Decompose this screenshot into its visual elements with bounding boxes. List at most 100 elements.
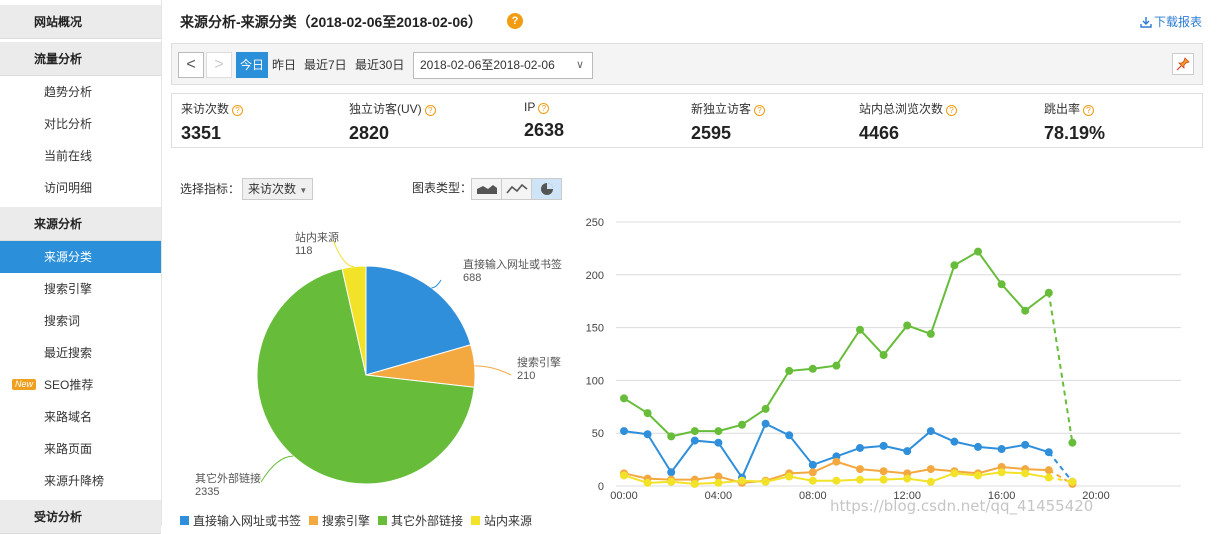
sidebar-item-7[interactable]: 来源分类 — [0, 241, 161, 273]
data-point[interactable] — [620, 394, 628, 403]
data-point[interactable] — [1044, 466, 1053, 475]
sidebar-item-9[interactable]: 搜索词 — [0, 305, 161, 337]
sidebar-item-5[interactable]: 访问明细 — [0, 172, 161, 204]
data-point[interactable] — [903, 321, 912, 330]
data-point[interactable] — [926, 477, 935, 486]
data-point[interactable] — [1021, 306, 1030, 315]
data-point[interactable] — [903, 447, 912, 456]
range-last30-button[interactable]: 最近30日 — [355, 58, 405, 72]
data-point[interactable] — [808, 364, 817, 373]
data-point[interactable] — [643, 430, 652, 439]
sidebar-section-15[interactable]: 受访分析 — [0, 500, 161, 534]
data-point[interactable] — [667, 477, 676, 486]
help-icon[interactable]: ? — [232, 105, 244, 116]
data-point[interactable] — [856, 475, 864, 484]
pie-chart-button[interactable] — [531, 178, 563, 200]
data-point[interactable] — [785, 366, 794, 375]
data-point[interactable] — [1021, 440, 1030, 449]
data-point[interactable] — [667, 468, 676, 477]
range-yesterday-button[interactable]: 昨日 — [272, 58, 297, 72]
sidebar-item-12[interactable]: 来路域名 — [0, 401, 161, 433]
data-point[interactable] — [690, 436, 699, 445]
help-icon[interactable]: ? — [946, 105, 958, 116]
data-point[interactable] — [1044, 288, 1053, 297]
data-point[interactable] — [974, 471, 982, 480]
data-point[interactable] — [643, 409, 652, 418]
sidebar-item-8[interactable]: 搜索引擎 — [0, 273, 161, 305]
pie-slice[interactable] — [256, 268, 475, 485]
data-point[interactable] — [1044, 473, 1053, 482]
data-point[interactable] — [832, 361, 841, 370]
legend-item[interactable]: 其它外部链接 — [378, 512, 463, 529]
data-point[interactable] — [1068, 477, 1077, 486]
data-point[interactable] — [808, 476, 817, 485]
legend-item[interactable]: 搜索引擎 — [309, 512, 370, 529]
data-point[interactable] — [997, 280, 1006, 289]
data-point[interactable] — [856, 325, 864, 334]
data-point[interactable] — [997, 445, 1006, 454]
indicator-select[interactable]: 来访次数 ▼ — [242, 178, 314, 200]
sidebar-section-1[interactable]: 流量分析 — [0, 42, 161, 76]
pin-icon[interactable] — [1172, 53, 1194, 75]
sidebar-section-6[interactable]: 来源分析 — [0, 207, 161, 241]
data-point[interactable] — [950, 437, 959, 446]
data-point[interactable] — [879, 475, 888, 484]
data-point[interactable] — [643, 478, 652, 487]
data-point[interactable] — [714, 478, 723, 487]
data-point[interactable] — [1068, 438, 1077, 447]
data-point[interactable] — [714, 438, 723, 447]
data-point[interactable] — [832, 476, 841, 485]
help-icon[interactable]: ? — [1083, 105, 1095, 116]
legend-item[interactable]: 直接输入网址或书签 — [180, 512, 301, 529]
next-day-button[interactable]: > — [206, 52, 232, 78]
sidebar-item-11[interactable]: New SEO推荐 — [0, 369, 161, 401]
sidebar-item-14[interactable]: 来源升降榜 — [0, 465, 161, 497]
help-icon[interactable]: ? — [424, 105, 436, 116]
pie-slice[interactable] — [365, 265, 472, 376]
data-point[interactable] — [808, 460, 817, 469]
data-point[interactable] — [903, 474, 912, 483]
data-point[interactable] — [974, 247, 982, 256]
data-point[interactable] — [714, 427, 723, 436]
date-range-select[interactable]: 2018-02-06至2018-02-06 ∨ — [413, 52, 593, 79]
data-point[interactable] — [974, 442, 982, 451]
data-point[interactable] — [738, 420, 746, 429]
sidebar-item-2[interactable]: 趋势分析 — [0, 76, 161, 108]
data-point[interactable] — [926, 465, 935, 474]
range-today-button[interactable]: 今日 — [236, 52, 268, 78]
data-point[interactable] — [690, 479, 699, 488]
data-point[interactable] — [738, 476, 746, 485]
data-point[interactable] — [997, 468, 1006, 477]
data-point[interactable] — [785, 472, 794, 481]
data-point[interactable] — [690, 427, 699, 436]
data-point[interactable] — [620, 471, 628, 480]
help-icon[interactable]: ? — [507, 13, 523, 29]
data-point[interactable] — [856, 465, 864, 474]
data-point[interactable] — [879, 441, 888, 450]
data-point[interactable] — [667, 432, 676, 441]
data-point[interactable] — [950, 469, 959, 478]
pie-slice[interactable] — [341, 265, 367, 376]
data-point[interactable] — [761, 477, 770, 486]
range-last7-button[interactable]: 最近7日 — [304, 58, 347, 72]
legend-item[interactable]: 站内来源 — [471, 512, 532, 529]
data-point[interactable] — [808, 468, 817, 477]
data-point[interactable] — [879, 467, 888, 476]
data-point[interactable] — [926, 427, 935, 436]
sidebar-item-4[interactable]: 当前在线 — [0, 140, 161, 172]
data-point[interactable] — [1021, 469, 1030, 478]
data-point[interactable] — [761, 419, 770, 428]
download-report-link[interactable]: 下载报表 — [1140, 13, 1202, 30]
sidebar-section-0[interactable]: 网站概况 — [0, 5, 161, 39]
data-point[interactable] — [714, 472, 723, 481]
prev-day-button[interactable]: < — [178, 52, 204, 78]
line-chart-button[interactable] — [501, 178, 533, 200]
data-point[interactable] — [926, 329, 935, 338]
data-point[interactable] — [1044, 448, 1053, 457]
area-chart-button[interactable] — [471, 178, 503, 200]
data-point[interactable] — [832, 457, 841, 466]
data-point[interactable] — [620, 427, 628, 436]
data-point[interactable] — [785, 431, 794, 440]
data-point[interactable] — [950, 261, 959, 270]
help-icon[interactable]: ? — [754, 105, 766, 116]
